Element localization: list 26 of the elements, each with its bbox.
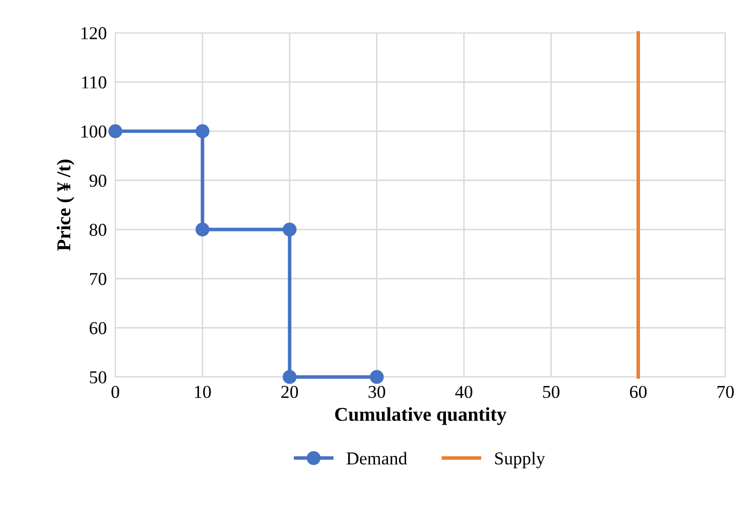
point <box>282 222 297 236</box>
y-tick-label: 50 <box>90 371 106 384</box>
legend-label: Supply <box>495 452 546 468</box>
x-tick-label: 70 <box>718 386 734 398</box>
x-tick-label: 60 <box>630 386 647 398</box>
y-tick-label: 120 <box>81 27 106 40</box>
y-tick-label: 100 <box>81 125 106 138</box>
x-tick-label: 10 <box>195 386 211 398</box>
y-tick-label: 60 <box>90 322 106 334</box>
point <box>196 222 210 236</box>
y-tick-label: 90 <box>90 174 106 187</box>
x-tick-label: 40 <box>455 386 472 398</box>
point <box>282 370 297 384</box>
y-tick-label: 70 <box>90 272 106 286</box>
y-tick-label: 80 <box>90 224 106 236</box>
x-axis-title: Cumulative quantity <box>335 407 506 425</box>
point <box>370 370 384 384</box>
y-axis-title: Price ( ¥ /t) <box>56 160 74 251</box>
x-tick-label: 30 <box>368 386 386 398</box>
point <box>108 124 122 138</box>
x-tick-label: 50 <box>543 386 560 398</box>
point <box>196 124 210 138</box>
x-tick-label: 20 <box>281 386 298 398</box>
x-tick-label: 0 <box>111 386 120 398</box>
y-tick-label: 110 <box>82 76 106 88</box>
legend-label: Demand <box>346 452 408 465</box>
